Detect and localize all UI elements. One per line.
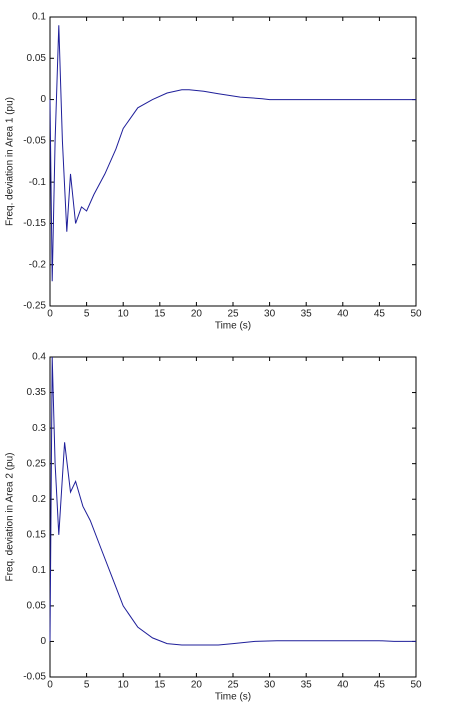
- y-tick-label: 0.1: [32, 565, 46, 576]
- y-axis-label: Freq. deviation in Area 1 (pu): [5, 97, 16, 226]
- data-line: [49, 25, 416, 282]
- y-tick-label: -0.15: [23, 218, 46, 229]
- y-tick-label: -0.05: [23, 135, 46, 146]
- y-tick-label: -0.2: [29, 259, 47, 270]
- x-tick-label: 30: [264, 680, 276, 691]
- y-tick-label: -0.25: [23, 301, 46, 312]
- y-tick-label: 0.35: [27, 387, 47, 398]
- y-tick-label: -0.05: [23, 672, 46, 683]
- x-tick-label: 10: [118, 309, 130, 320]
- y-tick-label: 0.1: [32, 12, 46, 23]
- x-tick-label: 50: [410, 680, 422, 691]
- x-tick-label: 0: [47, 309, 53, 320]
- x-tick-label: 20: [191, 309, 203, 320]
- x-tick-label: 45: [374, 309, 386, 320]
- y-tick-label: 0.4: [32, 352, 46, 363]
- x-tick-label: 20: [191, 680, 203, 691]
- x-tick-label: 45: [374, 680, 386, 691]
- plot-frame: [49, 356, 417, 678]
- y-tick-label: 0.05: [27, 601, 47, 612]
- x-tick-label: 40: [337, 680, 349, 691]
- x-tick-label: 25: [227, 309, 239, 320]
- x-tick-label: 0: [47, 680, 53, 691]
- plot-frame: [49, 16, 417, 307]
- y-tick-label: 0.15: [27, 529, 47, 540]
- y-tick-label: 0.05: [27, 53, 47, 64]
- x-axis-label: Time (s): [215, 321, 251, 332]
- y-tick-label: 0: [40, 636, 46, 647]
- x-tick-label: 30: [264, 309, 276, 320]
- y-tick-label: 0.25: [27, 458, 47, 469]
- x-tick-label: 15: [154, 680, 166, 691]
- x-axis-label: Time (s): [215, 692, 251, 703]
- x-tick-label: 35: [301, 680, 313, 691]
- y-axis-label: Freq. deviation in Area 2 (pu): [5, 453, 16, 582]
- x-tick-label: 10: [118, 680, 130, 691]
- y-tick-label: -0.1: [29, 177, 47, 188]
- y-tick-label: 0.2: [32, 494, 46, 505]
- y-tick-label: 0: [40, 94, 46, 105]
- x-tick-label: 15: [154, 309, 166, 320]
- x-tick-label: 5: [84, 680, 90, 691]
- data-line: [49, 356, 416, 646]
- x-tick-label: 40: [337, 309, 349, 320]
- x-tick-label: 35: [301, 309, 313, 320]
- x-tick-label: 5: [84, 309, 90, 320]
- y-tick-label: 0.3: [32, 423, 46, 434]
- x-tick-label: 50: [410, 309, 422, 320]
- x-tick-label: 25: [227, 680, 239, 691]
